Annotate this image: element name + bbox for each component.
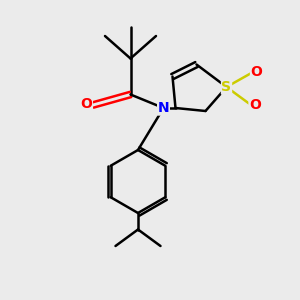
Text: O: O [249, 98, 261, 112]
Text: N: N [158, 101, 169, 115]
Text: O: O [80, 97, 92, 110]
Text: O: O [250, 65, 262, 79]
Text: S: S [221, 80, 232, 94]
